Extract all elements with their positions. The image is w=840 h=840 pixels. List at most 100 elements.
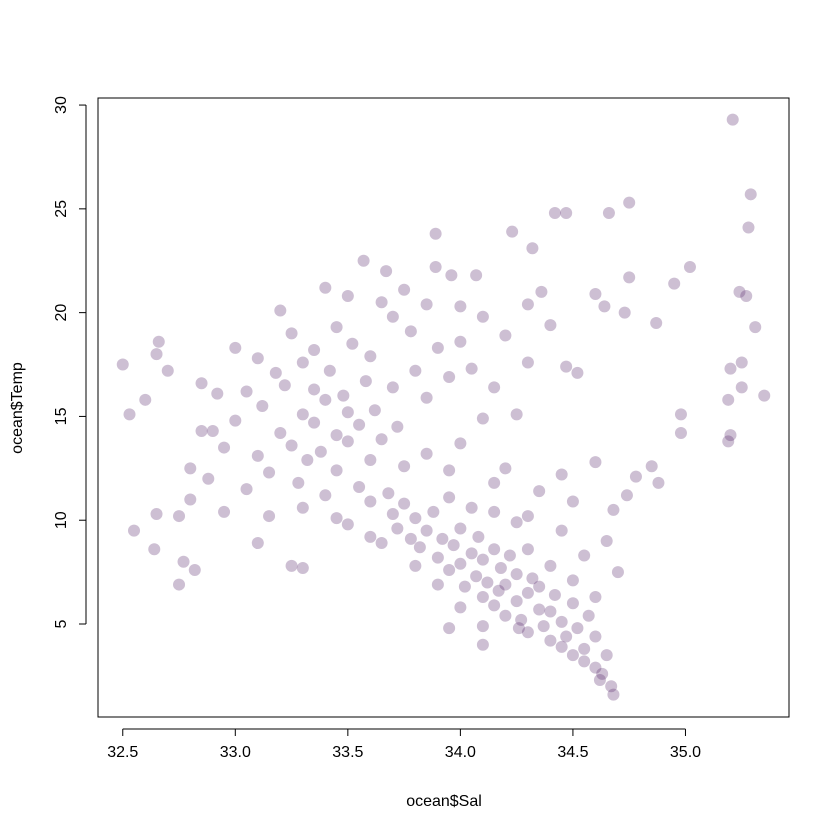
- y-tick-label: 20: [53, 304, 70, 322]
- point: [744, 188, 757, 201]
- point: [398, 460, 411, 473]
- point: [733, 285, 746, 298]
- point: [600, 649, 613, 662]
- point: [510, 516, 523, 529]
- point: [555, 468, 568, 481]
- point: [202, 472, 215, 485]
- point: [488, 505, 501, 518]
- point: [285, 439, 298, 452]
- point: [173, 510, 186, 523]
- point: [341, 406, 354, 419]
- point: [150, 348, 163, 361]
- point: [668, 277, 681, 290]
- point: [364, 454, 377, 467]
- point: [380, 265, 393, 278]
- point: [391, 420, 404, 433]
- point: [152, 335, 165, 348]
- point: [454, 557, 467, 570]
- point: [404, 532, 417, 545]
- point: [605, 680, 618, 693]
- point: [386, 381, 399, 394]
- point: [285, 327, 298, 340]
- point: [319, 281, 332, 294]
- point: [323, 364, 336, 377]
- point: [296, 408, 309, 421]
- point: [240, 483, 253, 496]
- point: [526, 572, 539, 585]
- point: [470, 269, 483, 282]
- point: [544, 634, 557, 647]
- point: [296, 356, 309, 369]
- point: [596, 667, 609, 680]
- point: [341, 518, 354, 531]
- point: [521, 586, 534, 599]
- point: [521, 510, 534, 523]
- point: [555, 524, 568, 537]
- point: [544, 319, 557, 332]
- point: [269, 366, 282, 379]
- point: [123, 408, 136, 421]
- point: [499, 462, 512, 475]
- point: [386, 507, 399, 520]
- point: [391, 522, 404, 535]
- point: [735, 381, 748, 394]
- point: [436, 532, 449, 545]
- point: [724, 429, 737, 442]
- point: [481, 576, 494, 589]
- point: [674, 408, 687, 421]
- point: [409, 512, 422, 525]
- point: [533, 580, 546, 593]
- point: [420, 447, 433, 460]
- y-tick-label: 25: [53, 200, 70, 218]
- point: [465, 501, 478, 514]
- point: [674, 427, 687, 440]
- point: [589, 591, 602, 604]
- x-tick-label: 33.0: [220, 744, 251, 761]
- point: [749, 321, 762, 334]
- point: [618, 306, 631, 319]
- point: [263, 510, 276, 523]
- point: [589, 661, 602, 674]
- point: [148, 543, 161, 556]
- point: [470, 570, 483, 583]
- point: [488, 599, 501, 612]
- point: [319, 489, 332, 502]
- point: [278, 379, 291, 392]
- point: [623, 271, 636, 284]
- point: [607, 688, 620, 701]
- point: [560, 206, 573, 219]
- point: [623, 196, 636, 209]
- point: [427, 505, 440, 518]
- point: [314, 445, 327, 458]
- point: [447, 539, 460, 552]
- point: [571, 622, 584, 635]
- point: [544, 605, 557, 618]
- point: [375, 433, 388, 446]
- point: [206, 424, 219, 437]
- point: [607, 503, 620, 516]
- point: [722, 435, 735, 448]
- point: [566, 597, 579, 610]
- point: [598, 300, 611, 313]
- point: [337, 389, 350, 402]
- point: [211, 387, 224, 400]
- point: [555, 615, 568, 628]
- point: [263, 466, 276, 479]
- point: [251, 352, 264, 365]
- point: [533, 485, 546, 498]
- x-tick-label: 33.5: [332, 744, 363, 761]
- point: [364, 530, 377, 543]
- point: [537, 620, 550, 633]
- point: [454, 300, 467, 313]
- point: [285, 559, 298, 572]
- point: [346, 337, 359, 350]
- point: [510, 568, 523, 581]
- point: [301, 454, 314, 467]
- y-tick-label: 30: [53, 96, 70, 114]
- point: [454, 601, 467, 614]
- point: [566, 574, 579, 587]
- point: [499, 578, 512, 591]
- point: [292, 476, 305, 489]
- point: [443, 564, 456, 577]
- point: [454, 522, 467, 535]
